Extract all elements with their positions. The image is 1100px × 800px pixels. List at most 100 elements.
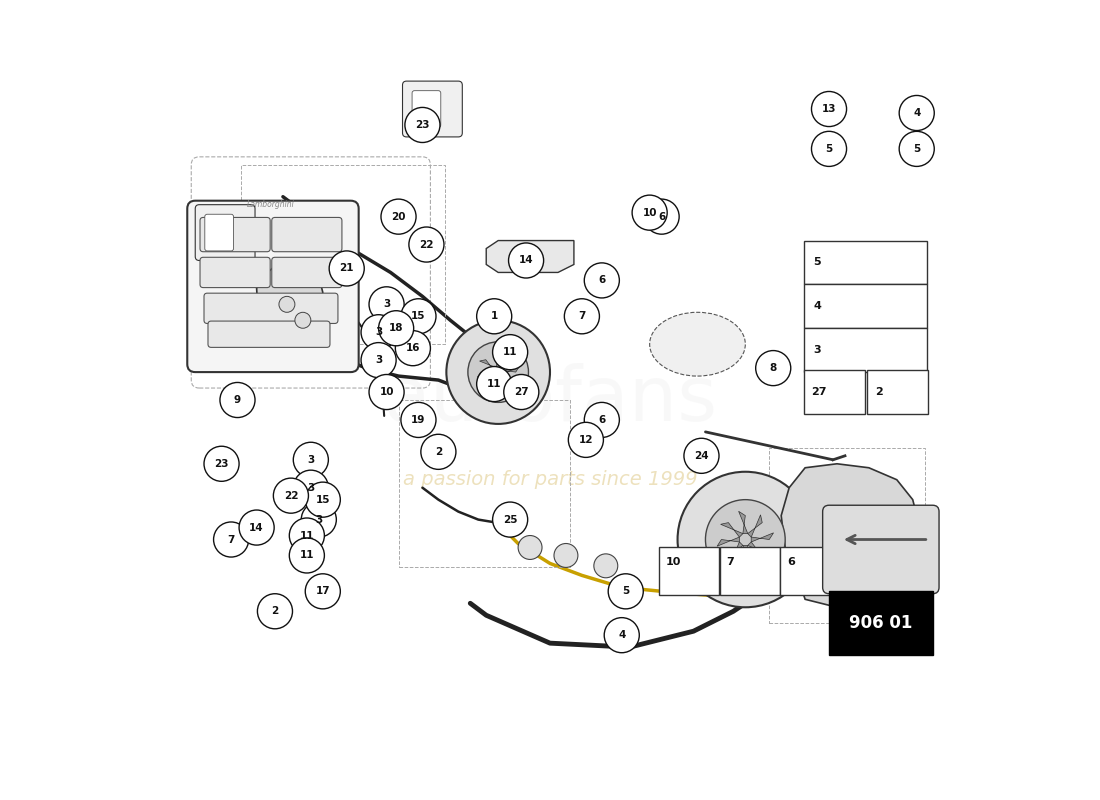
Bar — [719, 547, 780, 595]
Text: 3: 3 — [316, 514, 322, 525]
Bar — [867, 370, 928, 414]
Circle shape — [306, 574, 340, 609]
Text: 10: 10 — [379, 387, 394, 397]
Circle shape — [220, 382, 255, 418]
Circle shape — [295, 312, 311, 328]
Circle shape — [604, 618, 639, 653]
Circle shape — [476, 298, 512, 334]
Polygon shape — [720, 522, 742, 537]
Circle shape — [361, 314, 396, 350]
Text: 3: 3 — [375, 355, 382, 365]
Circle shape — [564, 298, 600, 334]
Text: 15: 15 — [316, 494, 330, 505]
Circle shape — [812, 131, 847, 166]
Circle shape — [289, 518, 324, 553]
FancyBboxPatch shape — [403, 81, 462, 137]
FancyBboxPatch shape — [205, 214, 233, 251]
Circle shape — [378, 310, 414, 346]
Circle shape — [400, 298, 436, 334]
Circle shape — [239, 510, 274, 545]
Text: 4: 4 — [618, 630, 626, 640]
Text: 20: 20 — [392, 212, 406, 222]
Text: 15: 15 — [411, 311, 426, 322]
Circle shape — [569, 422, 604, 458]
Circle shape — [400, 402, 436, 438]
FancyBboxPatch shape — [200, 218, 271, 252]
Text: 12: 12 — [579, 435, 593, 445]
Polygon shape — [781, 464, 921, 607]
Circle shape — [279, 296, 295, 312]
Text: 19: 19 — [411, 415, 426, 425]
Text: 906 01: 906 01 — [849, 614, 913, 632]
Circle shape — [899, 131, 934, 166]
Text: a passion for parts since 1999: a passion for parts since 1999 — [403, 470, 697, 490]
Circle shape — [294, 470, 329, 506]
Text: 4: 4 — [913, 108, 921, 118]
Text: 26: 26 — [878, 307, 892, 318]
Text: 6: 6 — [598, 275, 605, 286]
Text: 5: 5 — [913, 144, 921, 154]
Text: 18: 18 — [389, 323, 404, 334]
FancyBboxPatch shape — [200, 258, 271, 287]
Circle shape — [421, 434, 455, 470]
Circle shape — [645, 199, 679, 234]
Text: 5: 5 — [825, 144, 833, 154]
FancyBboxPatch shape — [823, 506, 939, 594]
FancyBboxPatch shape — [187, 201, 359, 372]
FancyArrowPatch shape — [847, 535, 926, 544]
Text: 23: 23 — [415, 120, 430, 130]
FancyBboxPatch shape — [195, 205, 255, 261]
Text: 3: 3 — [383, 299, 390, 310]
Polygon shape — [503, 366, 519, 374]
Polygon shape — [738, 511, 748, 534]
Circle shape — [493, 334, 528, 370]
Bar — [803, 285, 927, 328]
Polygon shape — [728, 542, 743, 564]
Polygon shape — [256, 263, 322, 324]
Circle shape — [204, 446, 239, 482]
Text: 21: 21 — [340, 263, 354, 274]
Text: 7: 7 — [228, 534, 234, 545]
Circle shape — [476, 366, 512, 402]
Polygon shape — [486, 374, 496, 390]
Circle shape — [518, 535, 542, 559]
Text: 3: 3 — [307, 482, 315, 493]
Circle shape — [368, 286, 404, 322]
Text: 11: 11 — [487, 379, 502, 389]
Text: 2: 2 — [874, 386, 882, 397]
Text: 14: 14 — [519, 255, 534, 266]
Text: 2: 2 — [272, 606, 278, 616]
Text: 6: 6 — [658, 212, 666, 222]
Polygon shape — [500, 354, 510, 370]
Text: 7: 7 — [579, 311, 585, 322]
Text: 16: 16 — [406, 343, 420, 353]
Text: 1: 1 — [491, 311, 498, 322]
Text: Lamborghini: Lamborghini — [248, 200, 295, 209]
Circle shape — [493, 502, 528, 537]
Text: 10: 10 — [666, 557, 681, 567]
Text: 6: 6 — [786, 557, 794, 567]
Circle shape — [867, 294, 902, 330]
Circle shape — [289, 538, 324, 573]
Circle shape — [395, 330, 430, 366]
Text: 17: 17 — [316, 586, 330, 596]
Text: 11: 11 — [299, 530, 315, 541]
Circle shape — [447, 320, 550, 424]
FancyBboxPatch shape — [272, 258, 342, 287]
Text: 5: 5 — [623, 586, 629, 596]
Polygon shape — [751, 533, 773, 542]
Polygon shape — [717, 537, 739, 546]
Text: 10: 10 — [642, 208, 657, 218]
FancyBboxPatch shape — [204, 293, 338, 323]
Circle shape — [508, 243, 543, 278]
Bar — [803, 370, 865, 414]
Text: 4: 4 — [813, 302, 821, 311]
Circle shape — [368, 374, 404, 410]
Text: 6: 6 — [598, 415, 605, 425]
Polygon shape — [500, 374, 517, 385]
Circle shape — [899, 95, 934, 130]
Text: 22: 22 — [419, 239, 433, 250]
Polygon shape — [496, 377, 504, 393]
Text: 8: 8 — [770, 363, 777, 373]
Circle shape — [274, 478, 308, 514]
